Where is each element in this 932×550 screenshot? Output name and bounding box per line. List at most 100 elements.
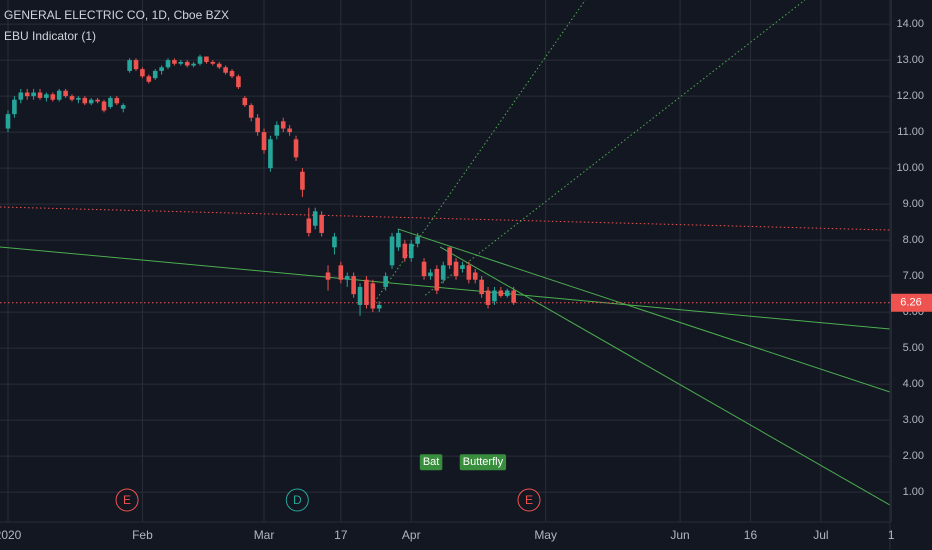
candle-body: [76, 97, 81, 100]
event-marker: [517, 488, 541, 512]
candle-body: [261, 132, 267, 151]
x-tick-label: 2020: [0, 528, 22, 542]
candle-body: [280, 121, 286, 129]
candle-body: [472, 272, 478, 280]
pattern-label: Bat: [423, 456, 440, 468]
candle-body: [325, 272, 331, 280]
candle-body: [56, 90, 62, 100]
price-label: 6.26: [900, 297, 921, 309]
grid: [0, 0, 892, 522]
candle-body: [344, 276, 350, 280]
trend-line: [439, 246, 890, 506]
candle-body: [140, 69, 145, 77]
trend-line: [0, 206, 890, 231]
candle-body: [389, 236, 395, 266]
event-marker: [115, 488, 139, 512]
candle-body: [50, 94, 56, 100]
candle-body: [44, 94, 49, 98]
candle-body: [460, 265, 465, 269]
candle-body: [24, 92, 30, 97]
candle-body: [18, 92, 24, 100]
x-tick-label: Jul: [813, 528, 828, 542]
candle-body: [204, 56, 209, 62]
candle-body: [69, 96, 75, 100]
candle-body: [184, 61, 190, 66]
candle-body: [37, 92, 43, 98]
candle-body: [31, 92, 36, 97]
candle-body: [434, 268, 440, 291]
y-tick-label: 13.00: [896, 54, 924, 66]
event-marker: [285, 488, 309, 512]
x-tick-label: 17: [334, 528, 348, 542]
candle-body: [383, 276, 388, 287]
candle-body: [306, 218, 312, 233]
candle-body: [210, 61, 216, 64]
candle-body: [101, 101, 107, 111]
candle-body: [351, 276, 356, 295]
pattern-tag: [419, 454, 443, 471]
candle-body: [408, 243, 414, 259]
axes: 1.002.003.004.005.006.007.008.009.0010.0…: [0, 18, 932, 542]
pattern-label: Butterfly: [463, 456, 504, 468]
y-tick-label: 5.00: [903, 342, 924, 354]
candle-body: [255, 117, 260, 133]
candle-body: [88, 99, 94, 104]
candle-body: [421, 261, 427, 277]
candle-body: [197, 56, 203, 64]
candle-body: [159, 67, 164, 71]
candle-body: [191, 63, 196, 66]
candle-body: [216, 63, 222, 68]
candle-body: [287, 128, 292, 133]
candle-body: [152, 70, 158, 79]
candle-body: [300, 171, 305, 190]
candle-body: [63, 90, 68, 97]
candle-body: [498, 290, 504, 296]
candle-body: [248, 105, 254, 118]
y-tick-label: 9.00: [903, 198, 924, 210]
candle-body: [396, 232, 401, 248]
candle-body: [364, 279, 369, 305]
candle-body: [332, 236, 337, 248]
candle-body: [338, 265, 344, 280]
candle-body: [357, 286, 363, 305]
candle-body: [274, 124, 280, 136]
candle-body: [236, 76, 241, 88]
candle-body: [108, 97, 113, 107]
candle-body: [293, 139, 299, 158]
candle-body: [492, 290, 497, 302]
y-tick-label: 11.00: [897, 126, 924, 138]
y-tick-label: 4.00: [903, 378, 924, 390]
y-tick-label: 14.00: [896, 18, 924, 30]
candle-body: [504, 290, 510, 296]
price-label-box: [891, 293, 932, 312]
candle-body: [466, 265, 472, 280]
y-tick-label: 12.00: [896, 90, 924, 102]
event-label: E: [123, 493, 131, 507]
trend-line: [425, 0, 806, 296]
candle-body: [229, 70, 235, 77]
y-tick-label: 10.00: [896, 162, 924, 174]
candle-body: [178, 61, 184, 64]
chart-title: GENERAL ELECTRIC CO, 1D, Cboe BZX: [4, 8, 229, 22]
x-tick-label: 16: [744, 528, 758, 542]
candle-body: [146, 76, 152, 82]
candle-body: [165, 60, 171, 68]
trend-line: [397, 228, 890, 393]
plot-area: [0, 0, 890, 506]
trend-line: [0, 246, 890, 330]
candle-body: [415, 236, 420, 244]
y-tick-label: 1.00: [903, 486, 924, 498]
candle-body: [120, 105, 126, 109]
candle-body: [5, 114, 11, 129]
y-tick-label: 8.00: [903, 234, 924, 246]
x-tick-label: Jun: [670, 528, 689, 542]
x-tick-label: May: [534, 528, 557, 542]
candle-body: [82, 97, 88, 104]
candle-body: [268, 139, 273, 169]
candle-body: [485, 290, 491, 305]
candle-body: [12, 99, 17, 115]
candle-body: [440, 265, 446, 280]
y-tick-label: 2.00: [903, 450, 924, 462]
